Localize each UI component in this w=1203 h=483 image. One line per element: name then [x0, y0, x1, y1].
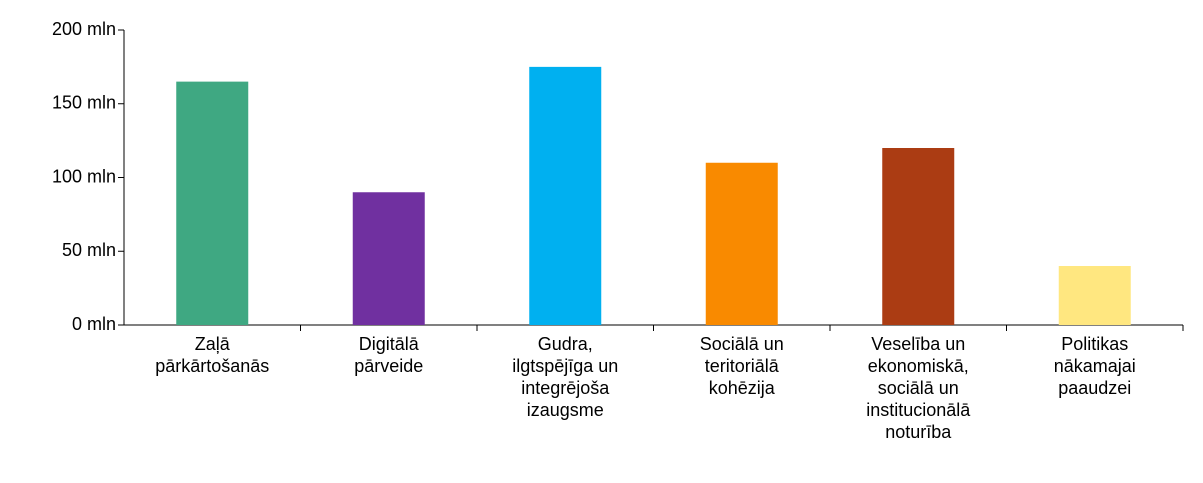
x-tick-label-box: Politikas nākamajai paaudzei: [1053, 334, 1136, 398]
x-tick-label: Digitālā pārveide: [354, 334, 424, 376]
x-tick-label: Gudra, ilgtspējīga un integrējoša izaugs…: [512, 334, 619, 420]
x-tick-label-box: Digitālā pārveide: [354, 334, 424, 376]
bar: [1058, 266, 1131, 325]
y-tick-label: 0 mln: [72, 314, 116, 334]
x-tick-label: Sociālā un teritoriālā kohēzija: [699, 334, 784, 398]
x-tick-label-box: Zaļā pārkārtošanās: [155, 334, 270, 376]
x-tick-label: Zaļā pārkārtošanās: [155, 334, 270, 376]
x-tick-label: Politikas nākamajai paaudzei: [1053, 334, 1136, 398]
y-tick-label: 50 mln: [62, 240, 116, 260]
y-tick-label: 150 mln: [52, 93, 116, 113]
x-tick-label-box: Veselība un ekonomiskā, sociālā un insti…: [866, 334, 971, 442]
x-tick-label-box: Sociālā un teritoriālā kohēzija: [699, 334, 784, 398]
bar: [882, 148, 955, 325]
x-tick-label-box: Gudra, ilgtspējīga un integrējoša izaugs…: [512, 334, 619, 420]
y-tick-label: 200 mln: [52, 19, 116, 39]
bar: [529, 66, 602, 325]
bar: [176, 81, 249, 325]
x-tick-label: Veselība un ekonomiskā, sociālā un insti…: [866, 334, 971, 442]
bar: [705, 162, 778, 325]
y-tick-label: 100 mln: [52, 166, 116, 186]
bar: [352, 192, 425, 325]
